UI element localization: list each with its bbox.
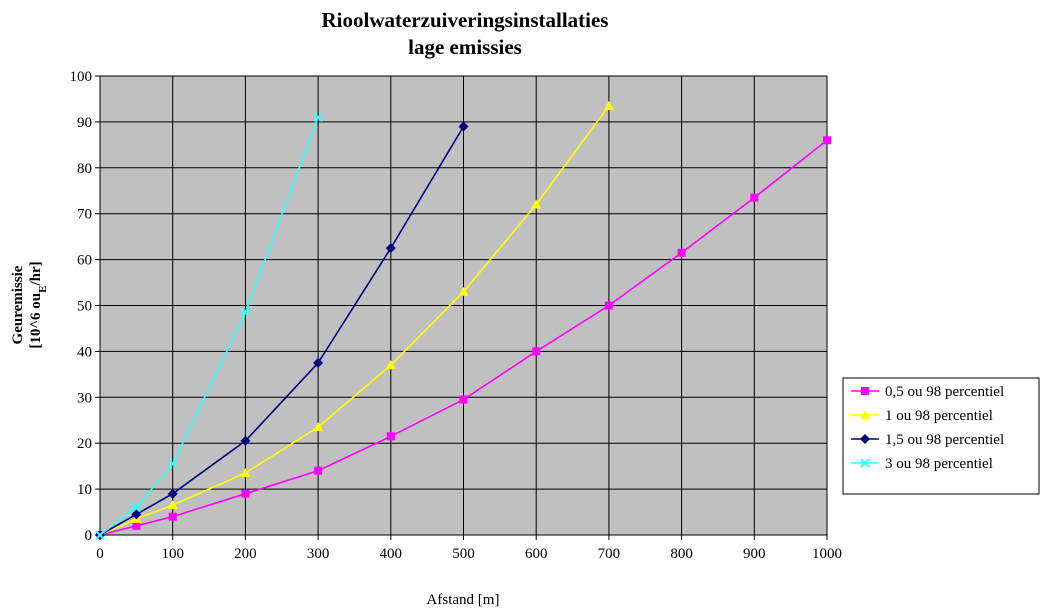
legend-marker — [860, 458, 870, 468]
legend — [842, 377, 1040, 495]
y-axis-title-suffix: /hr] — [28, 261, 44, 286]
y-tick-label: 20 — [77, 436, 92, 452]
legend-label: 0,5 ou 98 percentiel — [885, 384, 1004, 400]
x-axis-title: Afstand [m] — [427, 592, 500, 608]
data-point — [95, 530, 105, 540]
data-point — [313, 357, 324, 368]
data-point — [131, 509, 142, 520]
y-tick-label: 0 — [85, 528, 93, 544]
data-point — [677, 248, 686, 257]
y-tick-label: 100 — [70, 69, 93, 85]
x-axis-ticks: 0 100 200 300 400 500 600 700 800 900 1000 — [96, 535, 842, 562]
legend-marker — [861, 387, 869, 395]
series-group — [95, 100, 831, 540]
data-point — [750, 193, 759, 202]
y-axis-title: Geuremissie [10^6 ouE/hr] — [10, 261, 49, 348]
legend-marker — [860, 410, 870, 419]
y-tick-label: 40 — [77, 344, 92, 360]
y-axis-title-line2: [10^6 ouE/hr] — [28, 261, 49, 348]
y-tick-label: 30 — [77, 390, 92, 406]
y-axis-title-subscript: E — [37, 286, 49, 293]
legend-entry: 3 ou 98 percentiel — [851, 456, 993, 472]
x-tick-label: 800 — [670, 546, 693, 562]
data-point — [385, 243, 396, 254]
y-tick-label: 70 — [77, 207, 92, 223]
y-axis-ticks: 0 10 20 30 40 50 60 70 80 90 100 — [70, 69, 100, 544]
data-point — [240, 435, 251, 446]
x-tick-label: 900 — [743, 546, 766, 562]
data-point — [458, 121, 469, 132]
data-point — [531, 199, 542, 209]
data-point — [132, 521, 141, 530]
series-line — [99, 139, 828, 536]
data-point — [458, 286, 469, 296]
chart-subtitle: lage emissies — [408, 35, 522, 59]
data-point — [241, 489, 250, 498]
x-tick-label: 400 — [380, 546, 403, 562]
legend-label: 3 ou 98 percentiel — [885, 456, 993, 472]
y-tick-label: 10 — [77, 482, 92, 498]
data-point — [385, 360, 396, 370]
series-1 — [96, 136, 831, 539]
y-tick-label: 80 — [77, 161, 92, 177]
legend-marker — [860, 434, 870, 444]
x-tick-label: 1000 — [812, 546, 842, 562]
x-tick-label: 200 — [234, 546, 257, 562]
x-tick-label: 500 — [452, 546, 475, 562]
data-point — [167, 500, 178, 510]
y-tick-label: 50 — [77, 299, 92, 315]
x-tick-label: 0 — [96, 546, 104, 562]
data-point — [313, 422, 324, 432]
data-point — [532, 347, 541, 356]
legend-entry: 1 ou 98 percentiel — [851, 408, 993, 424]
data-point — [459, 395, 468, 404]
x-tick-label: 700 — [598, 546, 621, 562]
y-axis-title-prefix: [10^6 ou — [28, 293, 44, 349]
data-point — [386, 432, 395, 441]
x-tick-label: 300 — [307, 546, 330, 562]
legend-label: 1 ou 98 percentiel — [885, 408, 993, 424]
data-point — [314, 466, 323, 475]
legend-entry: 1,5 ou 98 percentiel — [851, 432, 1004, 448]
y-tick-label: 60 — [77, 253, 92, 269]
data-point — [313, 112, 323, 123]
data-point — [131, 502, 142, 513]
legend-entry: 0,5 ou 98 percentiel — [851, 384, 1004, 400]
series-4 — [95, 112, 323, 540]
y-axis-title-line1: Geuremissie — [10, 265, 26, 344]
data-point — [167, 459, 178, 469]
y-tick-label: 90 — [77, 115, 92, 131]
data-point — [604, 301, 613, 310]
data-point — [603, 100, 614, 110]
data-point — [167, 488, 178, 499]
legend-label: 1,5 ou 98 percentiel — [885, 432, 1004, 448]
x-tick-label: 100 — [161, 546, 184, 562]
chart-title: Rioolwaterzuiveringsinstallaties — [322, 8, 609, 32]
x-tick-label: 600 — [525, 546, 548, 562]
data-point — [240, 307, 251, 318]
data-point — [240, 468, 251, 478]
data-point — [823, 136, 831, 145]
legend-entries: 0,5 ou 98 percentiel 1 ou 98 percentiel 1,… — [851, 384, 1004, 472]
data-point — [168, 512, 177, 521]
